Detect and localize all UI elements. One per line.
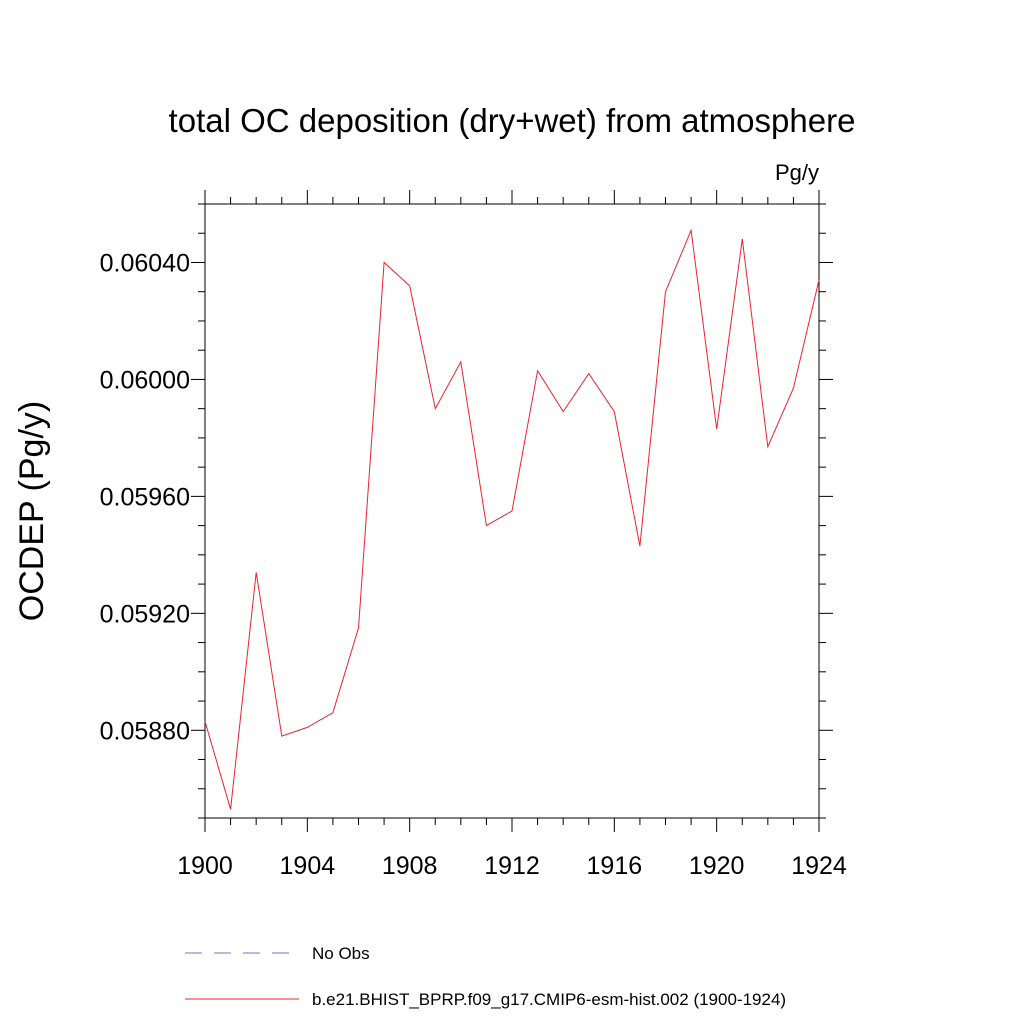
y-axis-label: OCDEP (Pg/y) bbox=[13, 401, 51, 621]
legend-label-model-run: b.e21.BHIST_BPRP.f09_g17.CMIP6-esm-hist.… bbox=[312, 990, 786, 1009]
y-axis-ticks: 0.05880 0.05920 0.05960 0.06000 0.06040 bbox=[100, 203, 833, 819]
y-tick-label: 0.06040 bbox=[100, 249, 190, 277]
legend-label-no-obs: No Obs bbox=[312, 944, 370, 963]
x-tick-label: 1912 bbox=[484, 852, 540, 880]
x-axis-ticks: 1900 1904 1908 1912 1916 1920 1924 bbox=[177, 190, 847, 880]
y-tick-label: 0.05880 bbox=[100, 717, 190, 745]
chart-units-label: Pg/y bbox=[775, 160, 819, 185]
y-tick-label: 0.05960 bbox=[100, 483, 190, 511]
x-tick-label: 1924 bbox=[791, 852, 847, 880]
x-tick-label: 1900 bbox=[177, 852, 233, 880]
series-layer bbox=[204, 228, 820, 810]
y-tick-label: 0.05920 bbox=[100, 600, 190, 628]
legend: No Obs b.e21.BHIST_BPRP.f09_g17.CMIP6-es… bbox=[185, 944, 786, 1009]
x-tick-label: 1920 bbox=[689, 852, 745, 880]
series-line-0 bbox=[204, 228, 820, 810]
y-tick-label: 0.06000 bbox=[100, 366, 190, 394]
x-tick-label: 1908 bbox=[382, 852, 438, 880]
chart-title: total OC deposition (dry+wet) from atmos… bbox=[169, 102, 856, 139]
x-tick-label: 1916 bbox=[587, 852, 643, 880]
x-tick-label: 1904 bbox=[280, 852, 336, 880]
